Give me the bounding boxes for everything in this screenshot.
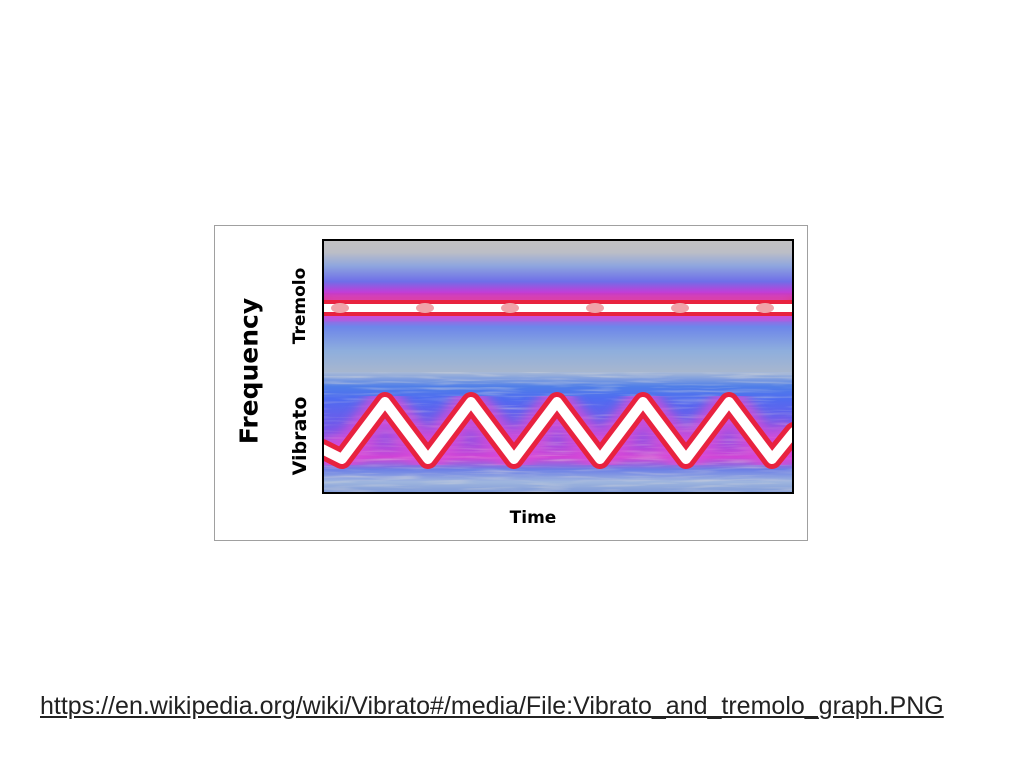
spectrogram-plot <box>322 239 794 494</box>
vibrato-label: Vibrato <box>289 396 311 476</box>
source-link[interactable]: https://en.wikipedia.org/wiki/Vibrato#/m… <box>40 692 944 720</box>
tremolo-core <box>322 304 794 312</box>
time-axis-label: Time <box>509 508 557 528</box>
plot-border <box>322 239 794 494</box>
tremolo-pulses <box>331 303 774 313</box>
frequency-axis-label: Frequency <box>234 297 264 445</box>
vibrato-core <box>322 397 794 464</box>
tremolo-label: Tremolo <box>290 267 310 345</box>
